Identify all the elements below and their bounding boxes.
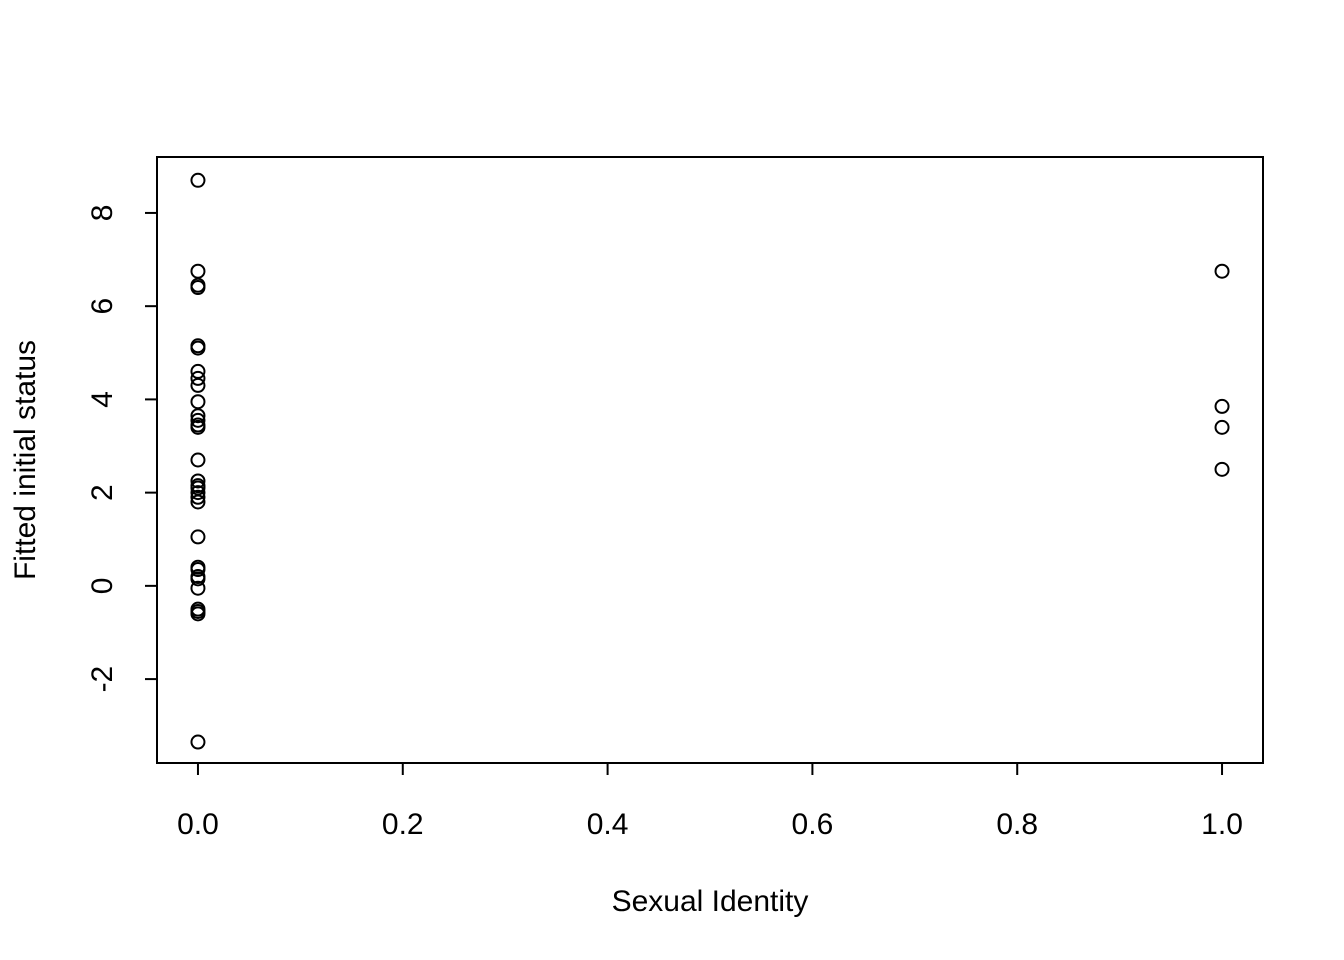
data-point [190, 571, 206, 587]
data-point [190, 370, 206, 386]
data-point [1214, 461, 1230, 477]
y-tick-label: 8 [86, 205, 119, 222]
data-point [190, 478, 206, 494]
y-tick-label: 2 [86, 484, 119, 501]
x-tick-label: 0.6 [792, 808, 834, 841]
x-tick-label: 0.4 [587, 808, 629, 841]
data-point [190, 580, 206, 596]
y-tick-label: -2 [86, 666, 119, 693]
data-point [1214, 419, 1230, 435]
x-tick-label: 0.0 [177, 808, 219, 841]
data-point [190, 408, 206, 424]
data-point [190, 489, 206, 505]
y-axis: -2 0 2 4 6 8 [86, 205, 158, 693]
data-point [1214, 398, 1230, 414]
y-axis-title: Fitted initial status [9, 340, 42, 580]
data-points [190, 172, 1230, 750]
data-point [190, 606, 206, 622]
data-point [190, 280, 206, 296]
x-tick-label: 0.2 [382, 808, 424, 841]
y-tick-label: 6 [86, 298, 119, 315]
data-point [190, 340, 206, 356]
data-point [190, 734, 206, 750]
data-point [190, 419, 206, 435]
data-point [190, 485, 206, 501]
data-point [190, 172, 206, 188]
data-point [190, 394, 206, 410]
data-point [1214, 263, 1230, 279]
plot-frame [156, 156, 1264, 764]
data-point [190, 529, 206, 545]
data-point [190, 494, 206, 510]
data-point [190, 473, 206, 489]
y-tick-label: 4 [86, 391, 119, 408]
data-point [190, 412, 206, 428]
x-axis-title: Sexual Identity [612, 885, 809, 918]
data-point [190, 377, 206, 393]
data-point [190, 452, 206, 468]
x-tick-label: 0.8 [996, 808, 1038, 841]
x-tick-label: 1.0 [1201, 808, 1243, 841]
y-tick-label: 0 [86, 578, 119, 595]
data-point [190, 263, 206, 279]
x-axis: 0.0 0.2 0.4 0.6 0.8 1.0 [177, 762, 1243, 841]
data-point [190, 562, 206, 578]
